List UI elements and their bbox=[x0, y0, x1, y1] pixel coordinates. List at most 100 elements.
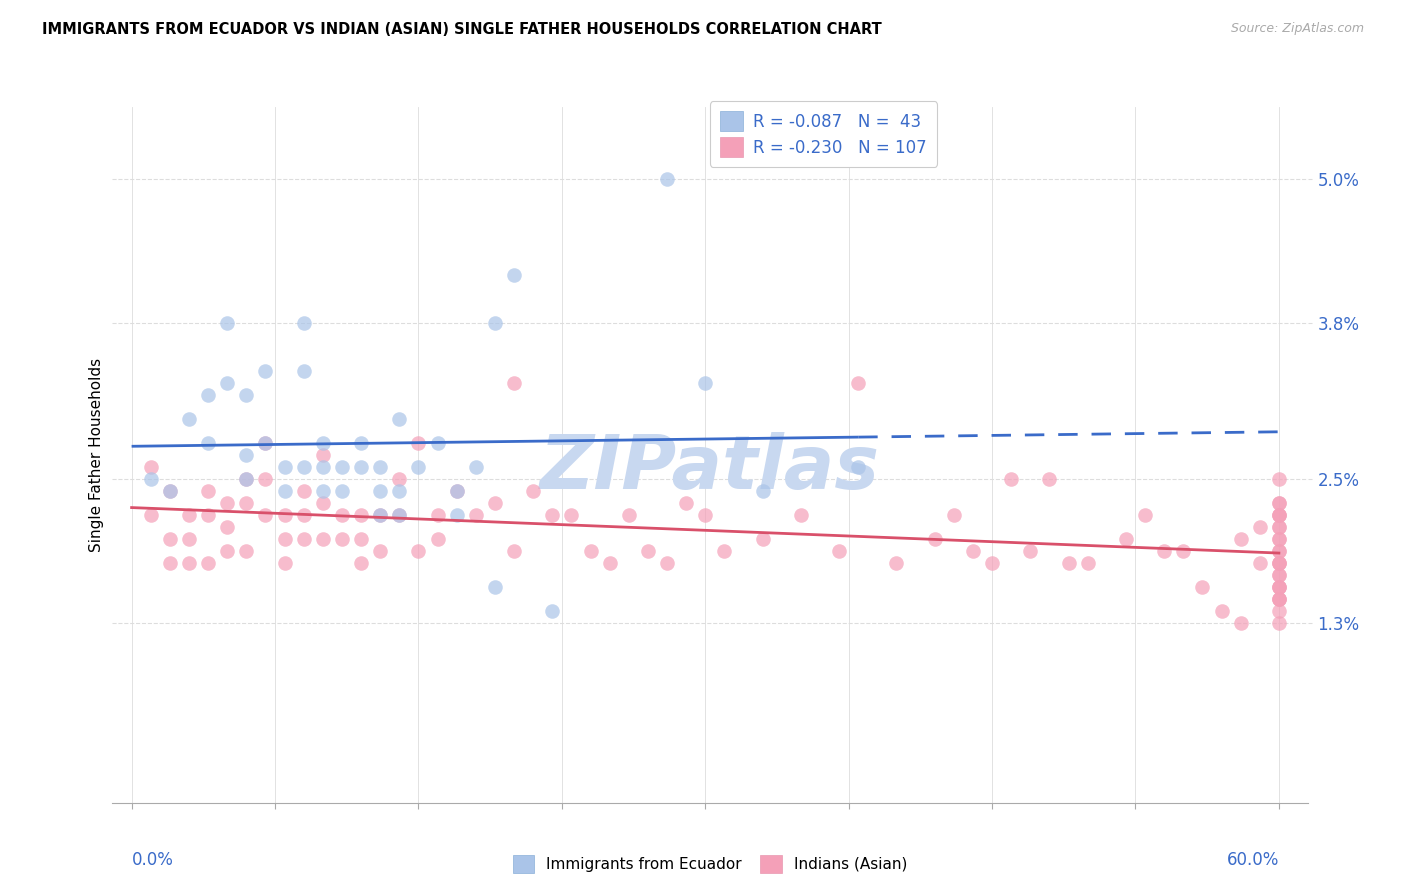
Point bbox=[1268, 567, 1291, 582]
Point bbox=[828, 544, 851, 558]
Point bbox=[408, 544, 430, 558]
Point bbox=[1268, 615, 1291, 630]
Point bbox=[139, 472, 162, 486]
Point bbox=[292, 364, 315, 378]
Point bbox=[312, 436, 335, 450]
Point bbox=[790, 508, 813, 522]
Point bbox=[1249, 556, 1271, 570]
Point bbox=[1038, 472, 1060, 486]
Point bbox=[254, 436, 277, 450]
Point bbox=[846, 459, 869, 474]
Point bbox=[675, 496, 697, 510]
Point bbox=[1268, 591, 1291, 606]
Point bbox=[388, 483, 411, 498]
Point bbox=[235, 472, 257, 486]
Point bbox=[217, 544, 239, 558]
Point bbox=[273, 532, 295, 546]
Point bbox=[330, 508, 353, 522]
Point bbox=[292, 316, 315, 330]
Point bbox=[368, 544, 391, 558]
Point bbox=[1229, 532, 1251, 546]
Point bbox=[426, 508, 449, 522]
Point bbox=[484, 316, 506, 330]
Point bbox=[1173, 544, 1195, 558]
Point bbox=[1268, 544, 1291, 558]
Point bbox=[655, 556, 678, 570]
Point bbox=[1249, 520, 1271, 534]
Point bbox=[273, 459, 295, 474]
Point bbox=[751, 483, 773, 498]
Point bbox=[503, 544, 526, 558]
Point bbox=[235, 472, 257, 486]
Point bbox=[1268, 508, 1291, 522]
Point bbox=[312, 448, 335, 462]
Point bbox=[1268, 604, 1291, 618]
Point bbox=[292, 532, 315, 546]
Point bbox=[254, 436, 277, 450]
Point bbox=[1133, 508, 1156, 522]
Point bbox=[1268, 556, 1291, 570]
Point bbox=[197, 556, 219, 570]
Point bbox=[1268, 520, 1291, 534]
Point bbox=[1115, 532, 1137, 546]
Point bbox=[197, 508, 219, 522]
Point bbox=[368, 508, 391, 522]
Point bbox=[312, 483, 335, 498]
Point bbox=[177, 412, 200, 426]
Point bbox=[368, 459, 391, 474]
Point bbox=[886, 556, 908, 570]
Point bbox=[217, 520, 239, 534]
Point bbox=[217, 496, 239, 510]
Point bbox=[1000, 472, 1022, 486]
Point bbox=[197, 483, 219, 498]
Point bbox=[235, 448, 257, 462]
Point bbox=[350, 556, 373, 570]
Point bbox=[159, 483, 181, 498]
Point bbox=[1268, 472, 1291, 486]
Point bbox=[1268, 580, 1291, 594]
Point bbox=[177, 556, 200, 570]
Point bbox=[1268, 532, 1291, 546]
Point bbox=[426, 436, 449, 450]
Point bbox=[235, 388, 257, 402]
Point bbox=[388, 412, 411, 426]
Point bbox=[139, 508, 162, 522]
Point bbox=[1211, 604, 1233, 618]
Point bbox=[292, 483, 315, 498]
Point bbox=[464, 459, 486, 474]
Point bbox=[235, 544, 257, 558]
Point bbox=[159, 556, 181, 570]
Point bbox=[312, 532, 335, 546]
Point bbox=[330, 483, 353, 498]
Point bbox=[924, 532, 946, 546]
Point bbox=[292, 459, 315, 474]
Point bbox=[1229, 615, 1251, 630]
Point bbox=[350, 459, 373, 474]
Point bbox=[446, 483, 468, 498]
Point bbox=[484, 496, 506, 510]
Point bbox=[273, 556, 295, 570]
Point bbox=[1268, 496, 1291, 510]
Point bbox=[464, 508, 486, 522]
Point bbox=[1019, 544, 1042, 558]
Y-axis label: Single Father Households: Single Father Households bbox=[89, 358, 104, 552]
Point bbox=[981, 556, 1004, 570]
Point bbox=[541, 604, 564, 618]
Point bbox=[177, 532, 200, 546]
Point bbox=[1268, 520, 1291, 534]
Point bbox=[617, 508, 640, 522]
Point bbox=[330, 532, 353, 546]
Point bbox=[599, 556, 621, 570]
Text: ZIPatlas: ZIPatlas bbox=[540, 433, 880, 506]
Point bbox=[541, 508, 564, 522]
Legend: Immigrants from Ecuador, Indians (Asian): Immigrants from Ecuador, Indians (Asian) bbox=[506, 849, 914, 879]
Point bbox=[254, 508, 277, 522]
Point bbox=[350, 436, 373, 450]
Point bbox=[1268, 556, 1291, 570]
Point bbox=[522, 483, 544, 498]
Point bbox=[695, 508, 717, 522]
Point bbox=[350, 508, 373, 522]
Point bbox=[713, 544, 735, 558]
Point bbox=[368, 508, 391, 522]
Point bbox=[197, 388, 219, 402]
